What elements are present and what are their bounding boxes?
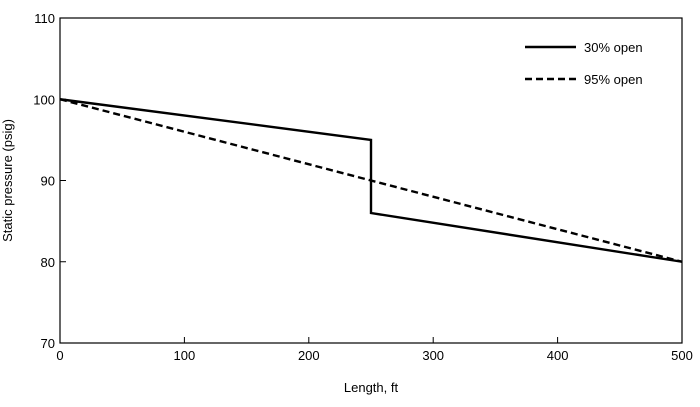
legend-label-1: 95% open xyxy=(584,72,643,87)
axis-ticks: 0 100 200 300 400 500 70 80 90 100 110 xyxy=(33,11,693,363)
legend-label-0: 30% open xyxy=(584,40,643,55)
legend: 30% open 95% open xyxy=(525,40,643,87)
series-line-0 xyxy=(59,98,683,263)
x-tick-label: 100 xyxy=(174,348,196,363)
x-tick-label: 0 xyxy=(56,348,63,363)
y-tick-label: 70 xyxy=(41,336,55,351)
y-tick-label: 110 xyxy=(34,11,55,26)
x-tick-label: 400 xyxy=(547,348,569,363)
y-tick-label: 100 xyxy=(33,92,55,107)
series-lines xyxy=(59,98,683,263)
x-tick-label: 300 xyxy=(422,348,444,363)
y-tick-label: 90 xyxy=(41,174,55,189)
series-line-1 xyxy=(59,98,683,263)
x-axis-title: Length, ft xyxy=(344,380,399,395)
x-tick-label: 200 xyxy=(298,348,320,363)
x-tick-label: 500 xyxy=(671,348,693,363)
y-tick-label: 80 xyxy=(41,255,55,270)
y-axis-title: Static pressure (psig) xyxy=(0,119,15,242)
